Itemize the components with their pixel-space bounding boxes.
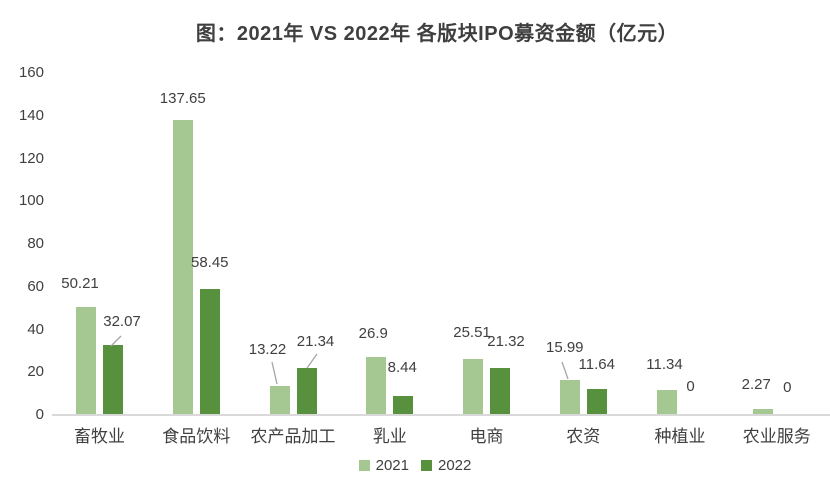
- data-label-2021-1: 50.21: [61, 274, 99, 292]
- x-axis-line: [52, 414, 830, 416]
- x-category-label-7: 种植业: [654, 427, 706, 446]
- legend: 2021 2022: [0, 458, 830, 473]
- chart-title: 图：2021年 VS 2022年 各版块IPO募资金额（亿元）: [195, 23, 679, 45]
- x-category-label-2: 食品饮料: [162, 427, 231, 446]
- data-label-2021-8: 2.27: [741, 376, 771, 394]
- data-label-2022-6: 11.64: [578, 356, 615, 374]
- y-tick-label: 120: [18, 149, 44, 167]
- leader-line-2: [271, 361, 278, 385]
- bar-2021-3: [269, 385, 290, 414]
- bar-2021-5: [463, 359, 483, 414]
- legend-swatch-2021: [358, 460, 370, 471]
- data-label-2021-6: 15.99: [545, 338, 584, 356]
- x-category-label-8: 农业服务: [742, 427, 811, 446]
- y-tick-label: 80: [27, 235, 44, 252]
- y-tick-label: 60: [27, 277, 44, 295]
- bar-2022-3: [296, 368, 317, 414]
- legend-swatch-2022: [421, 460, 432, 471]
- bar-2022-5: [490, 368, 510, 414]
- x-category-label-5: 电商: [469, 427, 504, 446]
- leader-line-4: [561, 361, 569, 380]
- leader-line-3: [306, 353, 318, 369]
- bar-2021-1: [76, 306, 96, 414]
- y-tick-label: 40: [27, 320, 44, 338]
- bar-2022-2: [199, 289, 220, 414]
- bar-2021-7: [656, 389, 677, 414]
- bar-2022-1: [103, 345, 123, 414]
- data-label-2021-7: 11.34: [646, 355, 683, 373]
- bar-2021-6: [559, 379, 580, 414]
- x-category-label-4: 乳业: [372, 427, 407, 446]
- legend-item-2022: 2022: [421, 458, 471, 473]
- data-label-2021-2: 137.65: [159, 89, 206, 107]
- data-label-2022-5: 21.32: [487, 333, 525, 351]
- bar-2021-2: [172, 119, 193, 414]
- data-label-2021-4: 26.9: [358, 324, 388, 342]
- legend-item-2021: 2021: [358, 457, 409, 474]
- bar-2021-4: [366, 356, 387, 414]
- data-label-2021-5: 25.51: [453, 324, 491, 342]
- y-tick-label: 20: [27, 363, 44, 381]
- data-label-2022-2: 58.45: [190, 254, 229, 272]
- y-tick-label: 160: [18, 64, 44, 81]
- x-category-label-3: 农产品加工: [250, 427, 336, 446]
- bar-2022-4: [393, 395, 414, 414]
- data-label-2021-3: 13.22: [248, 340, 287, 358]
- y-tick-label: 140: [18, 106, 44, 124]
- legend-label-2021: 2021: [375, 457, 409, 474]
- legend-label-2022: 2022: [438, 457, 472, 474]
- y-tick-label: 0: [35, 406, 44, 423]
- data-label-2022-4: 8.44: [387, 358, 417, 376]
- bar-2022-6: [586, 389, 607, 414]
- data-label-2022-3: 21.34: [296, 333, 335, 351]
- y-tick-label: 100: [18, 192, 44, 210]
- data-label-2022-7: 0: [686, 378, 695, 395]
- x-category-label-1: 畜牧业: [74, 427, 125, 446]
- data-label-2022-8: 0: [783, 379, 792, 396]
- data-label-2022-1: 32.07: [103, 313, 141, 331]
- x-category-label-6: 农资: [566, 427, 601, 446]
- bar-2021-8: [753, 409, 774, 414]
